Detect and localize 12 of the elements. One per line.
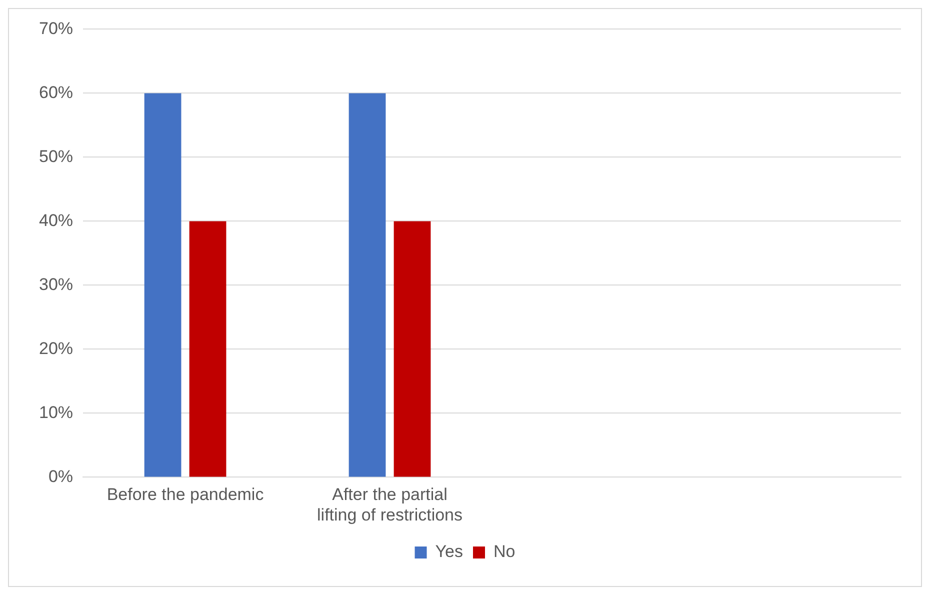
y-tick-label: 60% [38, 82, 74, 102]
legend-label: Yes [435, 542, 463, 562]
y-tick-label: 10% [38, 402, 74, 422]
y-tick-label: 70% [38, 18, 74, 38]
legend-label: No [494, 542, 516, 562]
y-tick-label: 30% [38, 274, 74, 294]
y-tick-label: 20% [38, 338, 74, 358]
y-tick-label: 50% [38, 146, 74, 166]
y-tick-label: 40% [38, 210, 74, 230]
x-tick-label: Before the pandemic [106, 485, 264, 504]
x-tick-label: After the partial lifting of restrictions [317, 485, 463, 524]
y-tick-label: 0% [48, 466, 74, 486]
